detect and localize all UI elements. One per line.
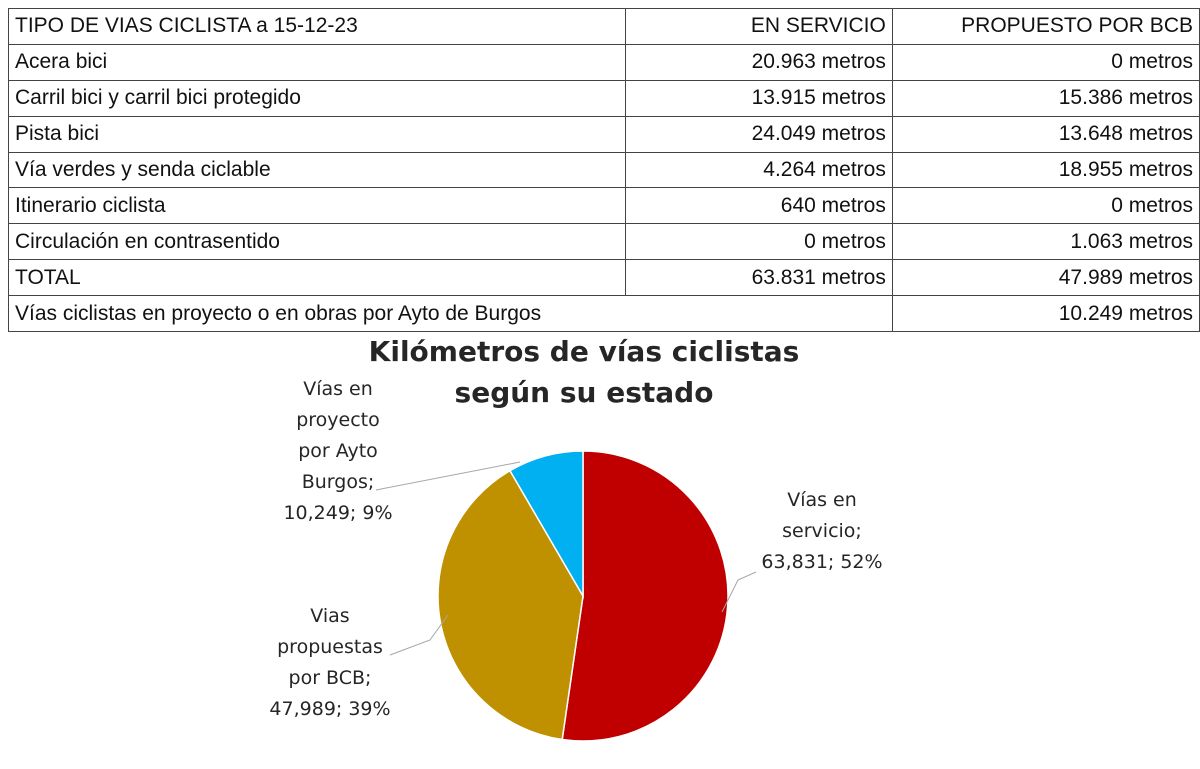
row-type: Vía verdes y senda ciclable bbox=[8, 151, 626, 189]
slice-proposed-bcb bbox=[437, 469, 584, 741]
row-proposed: 0 metros bbox=[891, 43, 1200, 81]
pie-label-line: Vias bbox=[310, 605, 349, 627]
pie-label-line: Burgos; bbox=[302, 471, 375, 493]
pie-slices bbox=[437, 450, 729, 742]
table-total-row: TOTAL 63.831 metros 47.989 metros bbox=[8, 259, 1200, 297]
pie-label-line: por BCB; bbox=[289, 667, 372, 689]
leader-line bbox=[375, 461, 521, 491]
row-in-service: 4.264 metros bbox=[624, 151, 893, 189]
pie-label-line: 63,831; 52% bbox=[761, 551, 882, 573]
pie-labels: Vías en servicio; 63,831; 52% Vias propuesta… bbox=[269, 378, 882, 720]
pie-label-line: propuestas bbox=[277, 636, 383, 658]
row-proposed: 15.386 metros bbox=[891, 79, 1200, 117]
table-header-row: TIPO DE VIAS CICLISTA a 15-12-23 EN SERV… bbox=[8, 8, 1200, 45]
row-type: Carril bici y carril bici protegido bbox=[8, 79, 626, 117]
row-type: Itinerario ciclista bbox=[8, 187, 626, 225]
row-in-service: 0 metros bbox=[624, 223, 893, 261]
label-project-ayto: Vías en proyecto por Ayto Burgos; 10,249; 9% bbox=[283, 378, 392, 524]
pie-label-line: 10,249; 9% bbox=[283, 502, 392, 524]
pie-label-line: Vías en bbox=[303, 378, 373, 400]
header-type: TIPO DE VIAS CICLISTA a 15-12-23 bbox=[8, 8, 626, 45]
row-in-service: 20.963 metros bbox=[624, 43, 893, 81]
leader-line bbox=[389, 614, 449, 656]
table-project-row: Vías ciclistas en proyecto o en obras po… bbox=[8, 295, 1200, 333]
row-in-service: 13.915 metros bbox=[624, 79, 893, 117]
row-project-value: 10.249 metros bbox=[891, 295, 1200, 333]
chart-title-line-2: según su estado bbox=[455, 376, 714, 409]
table-row: Carril bici y carril bici protegido 13.9… bbox=[8, 79, 1200, 117]
slice-project-ayto bbox=[508, 450, 584, 599]
table-row: Pista bici 24.049 metros 13.648 metros bbox=[8, 115, 1200, 153]
row-in-service: 24.049 metros bbox=[624, 115, 893, 153]
row-proposed: 1.063 metros bbox=[891, 223, 1200, 261]
pie-label-line: proyecto bbox=[296, 409, 380, 431]
chart-title-line-1: Kilómetros de vías ciclistas bbox=[369, 335, 800, 368]
row-proposed: 13.648 metros bbox=[891, 115, 1200, 153]
header-in-service: EN SERVICIO bbox=[624, 8, 893, 45]
bike-lane-table: TIPO DE VIAS CICLISTA a 15-12-23 EN SERV… bbox=[8, 8, 1200, 333]
row-proposed: 18.955 metros bbox=[891, 151, 1200, 189]
row-in-service: 640 metros bbox=[624, 187, 893, 225]
pie-label-line: servicio; bbox=[782, 520, 862, 542]
table-row: Vía verdes y senda ciclable 4.264 metros… bbox=[8, 151, 1200, 189]
label-proposed-bcb: Vias propuestas por BCB; 47,989; 39% bbox=[269, 605, 390, 720]
row-type: Vías ciclistas en proyecto o en obras po… bbox=[8, 295, 893, 333]
table-row: Circulación en contrasentido 0 metros 1.… bbox=[8, 223, 1200, 261]
table-row: Itinerario ciclista 640 metros 0 metros bbox=[8, 187, 1200, 225]
pie-label-line: 47,989; 39% bbox=[269, 698, 390, 720]
row-type: Pista bici bbox=[8, 115, 626, 153]
row-type: Acera bici bbox=[8, 43, 626, 81]
table-row: Acera bici 20.963 metros 0 metros bbox=[8, 43, 1200, 81]
leader-line bbox=[721, 571, 757, 613]
label-in-service: Vías en servicio; 63,831; 52% bbox=[761, 489, 882, 573]
row-proposed: 47.989 metros bbox=[891, 259, 1200, 297]
pie-label-line: por Ayto bbox=[298, 440, 378, 462]
pie-label-line: Vías en bbox=[787, 489, 857, 511]
slice-in-service bbox=[561, 450, 729, 742]
